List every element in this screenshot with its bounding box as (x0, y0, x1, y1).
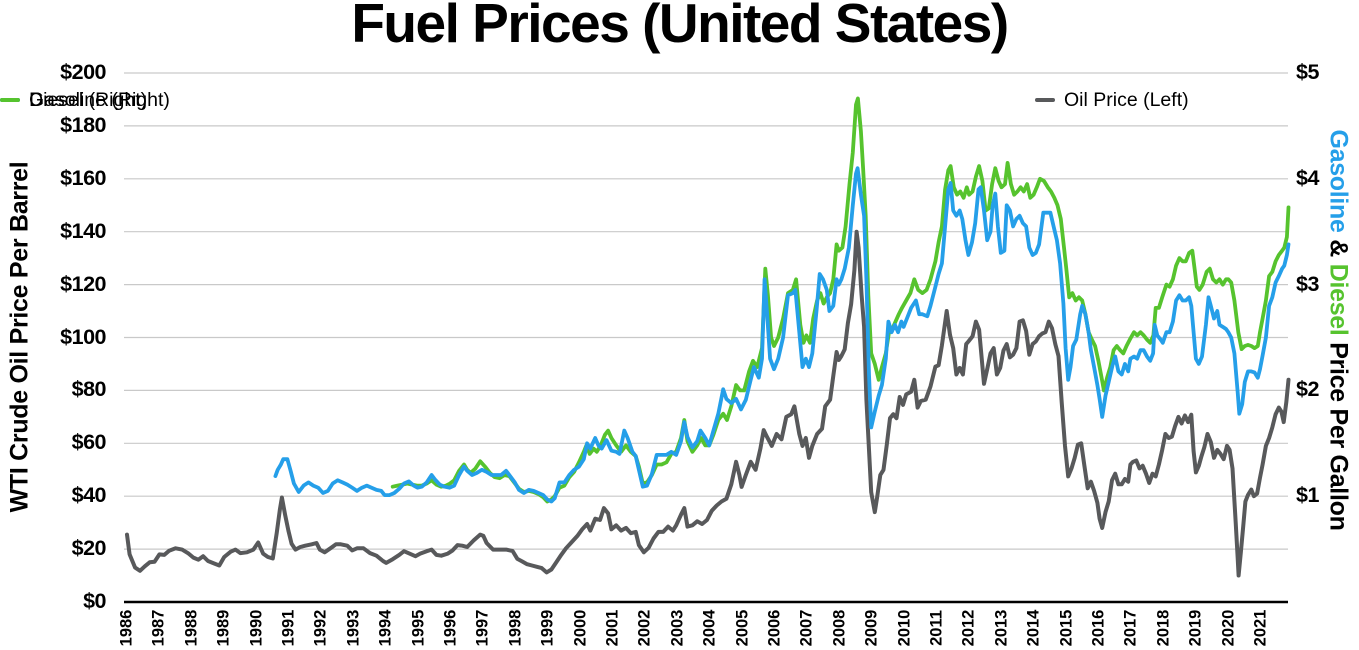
x-axis-tick: 1991 (279, 609, 298, 647)
x-axis-tick: 2019 (1186, 609, 1205, 647)
right-axis-tick: $2 (1296, 377, 1319, 402)
left-axis-tick: $200 (60, 60, 106, 84)
x-axis-tick: 2020 (1219, 609, 1238, 647)
chart-title: Fuel Prices (United States) (351, 0, 1009, 54)
x-axis-tick: 2007 (797, 609, 816, 647)
left-axis-tick: $20 (71, 536, 107, 561)
x-axis-tick: 2017 (1121, 609, 1140, 647)
x-axis-tick: 1997 (473, 609, 492, 647)
x-axis-tick: 2002 (635, 609, 654, 647)
x-axis-tick: 2010 (895, 609, 914, 647)
gasoline-legend-label: Gasoline (Right) (29, 88, 170, 111)
x-axis-tick: 2014 (1024, 609, 1043, 647)
x-axis-tick: 2018 (1154, 609, 1173, 647)
x-axis-tick: 2015 (1057, 609, 1076, 647)
x-axis-tick: 1989 (214, 609, 233, 647)
x-axis-tick: 2003 (668, 609, 687, 647)
x-axis-tick: 1999 (538, 609, 557, 647)
x-axis-tick: 1990 (247, 609, 266, 647)
x-axis-tick: 1987 (149, 609, 168, 647)
oil-legend-label: Oil Price (Left) (1064, 88, 1189, 111)
left-axis-tick: $80 (71, 377, 107, 402)
x-axis-tick: 2012 (959, 609, 978, 647)
right-axis-title-part: & (1324, 232, 1353, 264)
diesel-legend-label: Diesel (Right) (29, 88, 148, 111)
x-axis-tick: 2005 (733, 609, 752, 647)
x-axis-tick: 2011 (927, 610, 946, 646)
legend-item-oil: Oil Price (Left) (1035, 88, 1189, 111)
x-axis-tick: 1988 (182, 609, 201, 647)
left-axis-tick: $160 (60, 165, 106, 190)
gasoline-line (273, 166, 1291, 504)
x-axis-tick: 1993 (344, 609, 363, 647)
legend-item-diesel: Diesel (Right) (0, 88, 148, 111)
left-axis-tick: $140 (60, 218, 106, 243)
x-axis-tick: 1986 (117, 609, 136, 647)
left-axis-tick: $120 (60, 271, 106, 296)
right-axis-tick: $4 (1296, 165, 1319, 190)
left-axis-tick: $40 (71, 483, 107, 508)
x-axis-tick: 2013 (992, 609, 1011, 647)
x-axis-tick: 1996 (441, 609, 460, 647)
right-axis-tick: $5 (1296, 60, 1319, 84)
x-axis-tick: 1994 (376, 609, 395, 647)
oil-legend-dash-icon (1035, 97, 1055, 103)
left-axis-tick: $0 (83, 589, 106, 613)
x-axis-tick: 1995 (409, 609, 428, 647)
diesel-legend-dash-icon (0, 97, 20, 103)
left-axis-tick: $100 (60, 324, 106, 349)
x-axis-tick: 2001 (603, 609, 622, 647)
left-axis-tick: $60 (71, 430, 107, 455)
x-axis-tick: 1998 (506, 609, 525, 647)
x-axis-tick: 2000 (571, 609, 590, 647)
x-axis-tick: 2016 (1089, 609, 1108, 647)
x-axis-tick: 2021 (1251, 609, 1270, 647)
left-axis-tick: $180 (60, 112, 106, 137)
right-axis-tick: $3 (1296, 271, 1319, 296)
oil-line (125, 229, 1291, 578)
x-axis-tick: 2008 (830, 609, 849, 647)
x-axis-tick: 2004 (700, 609, 719, 647)
x-axis-tick: 2006 (765, 609, 784, 647)
diesel-line (390, 96, 1291, 504)
x-axis-tick: 1992 (311, 609, 330, 647)
x-axis-tick: 2009 (862, 609, 881, 647)
right-axis-tick: $1 (1296, 483, 1319, 508)
